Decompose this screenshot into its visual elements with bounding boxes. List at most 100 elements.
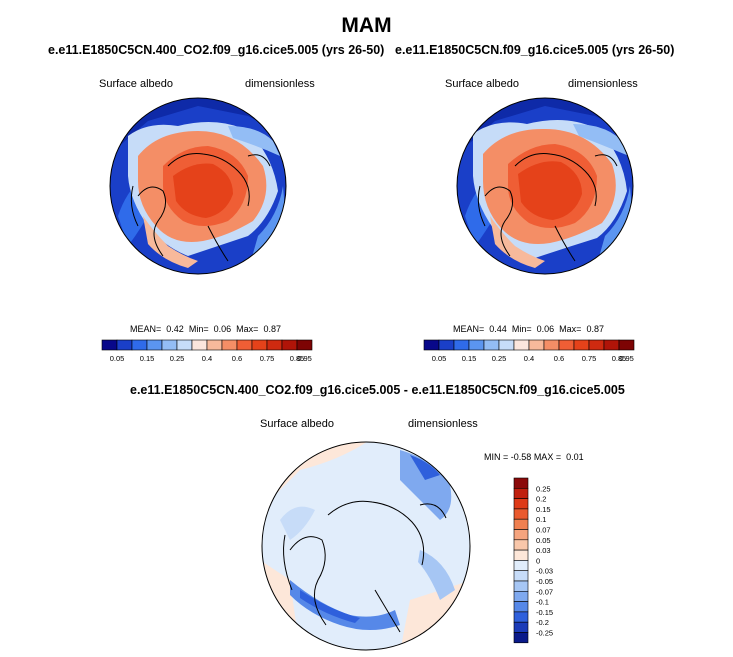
colorbar-swatch (423, 339, 440, 351)
colorbar-swatch (513, 529, 529, 541)
colorbar-swatch (281, 339, 298, 351)
colorbar-swatch (513, 498, 529, 510)
panel-3-units: dimensionless (408, 418, 478, 430)
colorbar-swatch (266, 339, 283, 351)
colorbar-tick-label: 0.75 (260, 354, 275, 363)
colorbar-tick-label: -0.25 (536, 629, 553, 638)
colorbar-tick-label: 0.25 (170, 354, 185, 363)
colorbar-panel-1: 0.05 0.15 0.25 0.4 0.6 0.75 0.850.95 (101, 339, 313, 363)
min-label: MIN = (484, 452, 509, 462)
colorbar-swatch (588, 339, 605, 351)
colorbar-swatch (528, 339, 545, 351)
colorbar-tick-label: 0.6 (554, 354, 564, 363)
colorbar-tick-label: 0.85 (612, 354, 627, 363)
colorbar-swatch (236, 339, 253, 351)
colorbar-swatch (618, 339, 635, 351)
colorbar-swatch (513, 488, 529, 499)
colorbar-tick-label: -0.05 (536, 577, 553, 586)
colorbar-tick-label: 0.85 (290, 354, 305, 363)
panel-1-stats: MEAN= 0.42 Min= 0.06 Max= 0.87 (130, 324, 281, 334)
colorbar-swatch (176, 339, 193, 351)
colorbar-tick-label: -0.07 (536, 587, 553, 596)
colorbar-panel-2: 0.05 0.15 0.25 0.4 0.6 0.75 0.850.95 (423, 339, 635, 363)
colorbar-tick-label: 0.05 (432, 354, 447, 363)
colorbar-panel-3-difference: 0.250.20.150.10.070.050.030-0.03-0.05-0.… (513, 477, 553, 644)
mean-label: MEAN= (130, 324, 162, 334)
colorbar-swatch (453, 339, 470, 351)
colorbar-swatch (513, 621, 529, 633)
colorbar-tick-label: 0.25 (536, 484, 551, 493)
panel-1-units: dimensionless (245, 78, 315, 90)
colorbar-tick-label: 0.25 (492, 354, 507, 363)
panel-1-title: e.e11.E1850C5CN.400_CO2.f09_g16.cice5.00… (48, 43, 385, 57)
colorbar-swatch (483, 339, 500, 351)
max-value: 0.87 (263, 324, 281, 334)
colorbar-swatch (513, 611, 529, 623)
panel-1-variable: Surface albedo (99, 78, 173, 90)
colorbar-swatch (513, 580, 529, 592)
colorbar-tick-label: 0.15 (140, 354, 155, 363)
max-label: MAX = (533, 452, 562, 462)
colorbar-swatch (513, 518, 529, 530)
colorbar-tick-label: -0.2 (536, 618, 549, 627)
colorbar-tick-label: 0.75 (582, 354, 597, 363)
colorbar-swatch (513, 570, 529, 582)
colorbar-tick-label: 0 (536, 556, 540, 565)
colorbar-swatch (543, 339, 560, 351)
map-panel-3-difference (261, 441, 471, 651)
colorbar-swatch (513, 508, 529, 520)
colorbar-tick-label: 0.4 (202, 354, 212, 363)
max-label: Max= (236, 324, 259, 334)
colorbar-swatch (468, 339, 485, 351)
colorbar-tick-label: 0.4 (524, 354, 534, 363)
max-label: Max= (559, 324, 582, 334)
colorbar-swatch (438, 339, 455, 351)
colorbar-swatch (513, 539, 529, 551)
colorbar-swatch (513, 339, 530, 351)
colorbar-swatch (161, 339, 178, 351)
colorbar-swatch (513, 549, 529, 561)
colorbar-swatch (131, 339, 148, 351)
colorbar-tick-label: 0.15 (462, 354, 477, 363)
max-value: 0.87 (586, 324, 604, 334)
colorbar-swatch (296, 339, 313, 351)
mean-value: 0.44 (489, 324, 507, 334)
colorbar-tick-label: 0.2 (536, 495, 546, 504)
max-value: 0.01 (566, 452, 584, 462)
colorbar-tick-label: -0.15 (536, 608, 553, 617)
panel-2-variable: Surface albedo (445, 78, 519, 90)
colorbar-tick-label: 0.03 (536, 546, 551, 555)
colorbar-swatch (603, 339, 620, 351)
colorbar-tick-label: 0.6 (232, 354, 242, 363)
colorbar-tick-label: 0.05 (536, 536, 551, 545)
colorbar-tick-label: 0.05 (110, 354, 125, 363)
colorbar-swatch (513, 560, 529, 572)
panel-2-stats: MEAN= 0.44 Min= 0.06 Max= 0.87 (453, 324, 604, 334)
colorbar-tick-label: 0.95 (619, 354, 634, 363)
panel-2-units: dimensionless (568, 78, 638, 90)
min-value: 0.06 (213, 324, 232, 334)
page-title: MAM (341, 14, 392, 37)
mean-value: 0.42 (166, 324, 184, 334)
mean-label: MEAN= (453, 324, 485, 334)
map-panel-1 (109, 97, 287, 275)
colorbar-tick-label: 0.15 (536, 505, 551, 514)
colorbar-swatch (191, 339, 208, 351)
panel-3-title: e.e11.E1850C5CN.400_CO2.f09_g16.cice5.00… (130, 383, 625, 397)
colorbar-swatch (513, 591, 529, 602)
colorbar-swatch (146, 339, 163, 351)
colorbar-swatch (498, 339, 515, 351)
colorbar-swatch (513, 477, 529, 489)
min-value: 0.06 (536, 324, 555, 334)
min-label: Min= (188, 324, 209, 334)
colorbar-swatch (513, 601, 529, 613)
colorbar-swatch (206, 339, 223, 351)
panel-3-variable: Surface albedo (260, 418, 334, 430)
colorbar-swatch (251, 339, 268, 351)
map-panel-2 (456, 97, 634, 275)
colorbar-swatch (101, 339, 118, 351)
colorbar-swatch (513, 632, 529, 644)
min-value: -0.58 (510, 452, 532, 462)
colorbar-tick-label: 0.07 (536, 526, 551, 535)
colorbar-tick-label: 0.1 (536, 515, 546, 524)
